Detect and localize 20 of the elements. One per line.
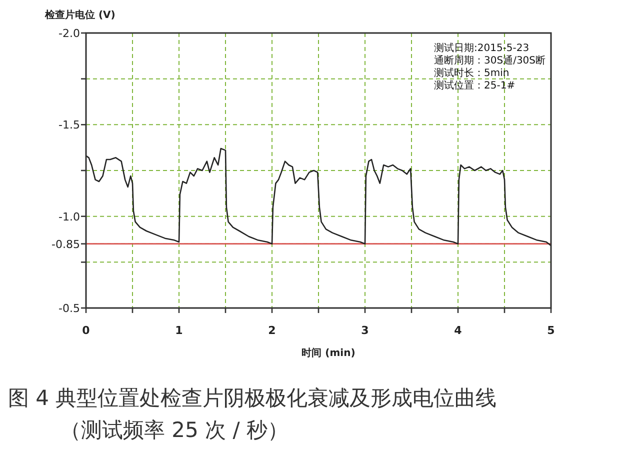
x-tick-label: 4	[454, 324, 462, 337]
y-tick-label: -1.5	[58, 118, 80, 132]
annotation: 测试位置：25-1#	[434, 80, 516, 92]
x-tick-label: 3	[361, 324, 369, 337]
annotation: 测试日期:2015-5-23	[434, 42, 530, 54]
x-tick-label: 1	[175, 324, 183, 337]
y-tick-label: -0.5	[58, 302, 80, 315]
y-tick-label: -1.0	[58, 210, 80, 224]
x-tick-label: 5	[547, 324, 555, 337]
x-axis-title: 时间 (min)	[302, 347, 356, 359]
line-series	[85, 148, 552, 246]
text: 图 4 典型位置处检查片阴极极化衰减及形成电位曲线	[8, 386, 497, 410]
y-tick-label: -2.0	[58, 27, 80, 40]
y-tick-label: -0.85	[52, 238, 80, 251]
annotation: 测试时长：5min	[434, 67, 510, 79]
x-tick-label: 0	[82, 324, 90, 337]
annotation: 通断周期：30S通/30S断	[434, 54, 546, 66]
text: （测试频率 25 次 / 秒）	[60, 418, 288, 442]
x-tick-label: 2	[268, 324, 276, 337]
y-axis-title: 检查片电位 (V)	[44, 9, 116, 21]
